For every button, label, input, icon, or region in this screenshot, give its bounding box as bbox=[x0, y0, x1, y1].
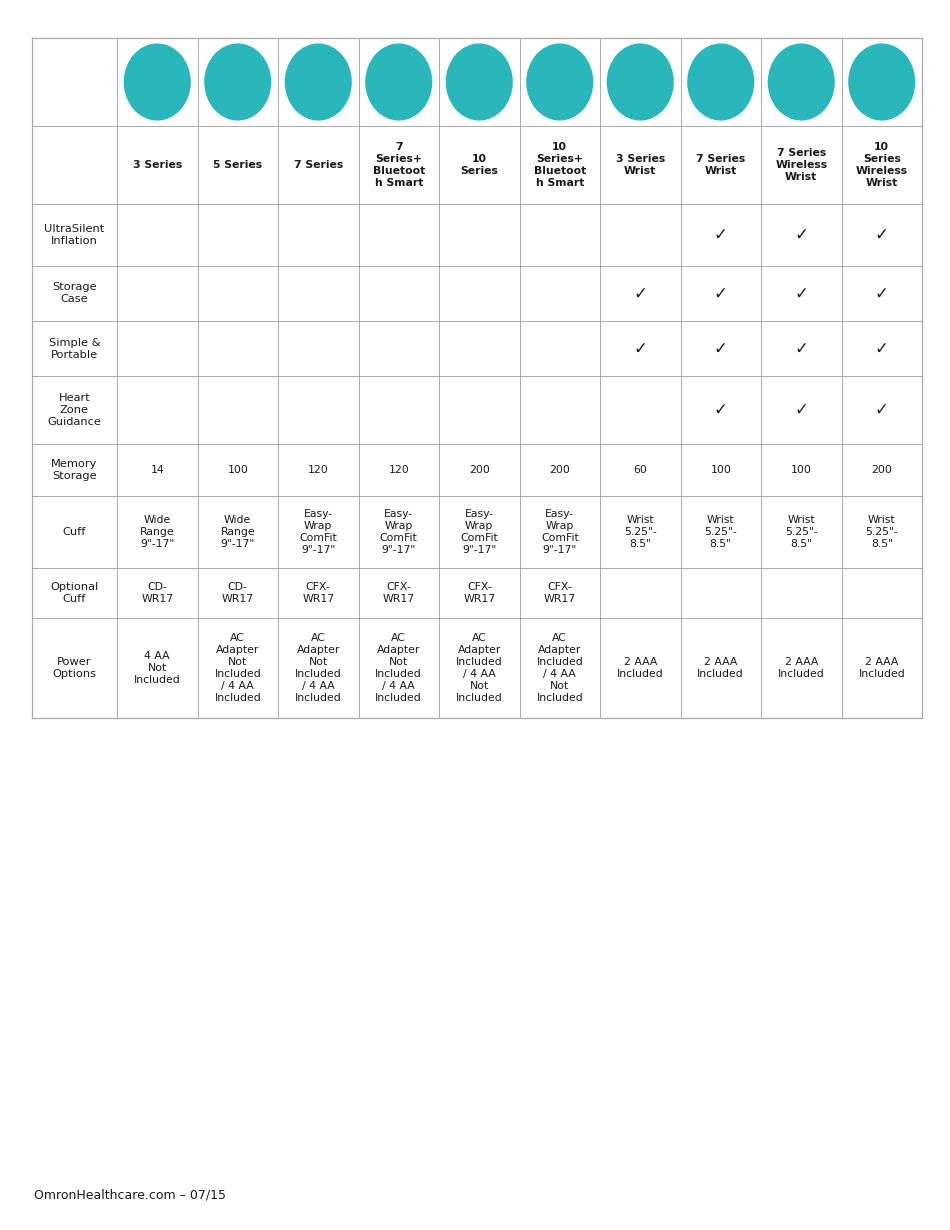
Text: Simple &
Portable: Simple & Portable bbox=[48, 337, 101, 359]
Text: OmronHealthcare.com – 07/15: OmronHealthcare.com – 07/15 bbox=[34, 1188, 226, 1202]
Text: 10
Series
Wireless
Wrist: 10 Series Wireless Wrist bbox=[856, 141, 908, 188]
Text: ✓: ✓ bbox=[634, 339, 647, 358]
Text: 7 Series
Wireless
Wrist: 7 Series Wireless Wrist bbox=[775, 148, 827, 182]
Text: Easy-
Wrap
ComFit
9"-17": Easy- Wrap ComFit 9"-17" bbox=[380, 509, 418, 555]
Text: Power
Options: Power Options bbox=[52, 657, 97, 679]
Text: Wide
Range
9"-17": Wide Range 9"-17" bbox=[140, 515, 175, 549]
Text: Cuff: Cuff bbox=[63, 526, 86, 538]
Text: 4 AA
Not
Included: 4 AA Not Included bbox=[134, 651, 180, 685]
Text: ✓: ✓ bbox=[713, 401, 728, 419]
Text: AC
Adapter
Included
/ 4 AA
Not
Included: AC Adapter Included / 4 AA Not Included bbox=[456, 633, 503, 704]
Text: UltraSilent
Inflation: UltraSilent Inflation bbox=[45, 224, 104, 246]
Text: 2 AAA
Included: 2 AAA Included bbox=[778, 657, 825, 679]
Text: ✓: ✓ bbox=[794, 226, 808, 244]
Ellipse shape bbox=[123, 42, 192, 122]
Text: Wrist
5.25"-
8.5": Wrist 5.25"- 8.5" bbox=[785, 515, 818, 549]
Text: 100: 100 bbox=[227, 465, 248, 475]
Text: 200: 200 bbox=[468, 465, 489, 475]
Text: 2 AAA
Included: 2 AAA Included bbox=[859, 657, 905, 679]
Ellipse shape bbox=[847, 42, 917, 122]
Text: 5 Series: 5 Series bbox=[213, 160, 262, 170]
Text: ✓: ✓ bbox=[875, 226, 888, 244]
Text: ✓: ✓ bbox=[794, 339, 808, 358]
Text: CFX-
WR17: CFX- WR17 bbox=[383, 582, 415, 604]
Text: ✓: ✓ bbox=[634, 284, 647, 303]
Text: ✓: ✓ bbox=[875, 339, 888, 358]
Text: 120: 120 bbox=[308, 465, 329, 475]
Ellipse shape bbox=[686, 42, 755, 122]
Text: CD-
WR17: CD- WR17 bbox=[142, 582, 173, 604]
Text: CFX-
WR17: CFX- WR17 bbox=[543, 582, 576, 604]
Text: ✓: ✓ bbox=[713, 284, 728, 303]
Ellipse shape bbox=[203, 42, 273, 122]
Text: Storage
Case: Storage Case bbox=[52, 283, 97, 305]
Ellipse shape bbox=[364, 42, 433, 122]
Text: ✓: ✓ bbox=[794, 284, 808, 303]
Text: Wrist
5.25"-
8.5": Wrist 5.25"- 8.5" bbox=[624, 515, 656, 549]
Text: ✓: ✓ bbox=[875, 284, 888, 303]
Text: 120: 120 bbox=[389, 465, 409, 475]
Text: 100: 100 bbox=[790, 465, 811, 475]
Text: ✓: ✓ bbox=[713, 226, 728, 244]
Text: CFX-
WR17: CFX- WR17 bbox=[464, 582, 495, 604]
Text: Easy-
Wrap
ComFit
9"-17": Easy- Wrap ComFit 9"-17" bbox=[541, 509, 579, 555]
Text: Wide
Range
9"-17": Wide Range 9"-17" bbox=[220, 515, 255, 549]
Text: 2 AAA
Included: 2 AAA Included bbox=[617, 657, 664, 679]
Text: AC
Adapter
Not
Included
/ 4 AA
Included: AC Adapter Not Included / 4 AA Included bbox=[215, 633, 261, 704]
Ellipse shape bbox=[284, 42, 352, 122]
Text: CFX-
WR17: CFX- WR17 bbox=[302, 582, 334, 604]
Text: Easy-
Wrap
ComFit
9"-17": Easy- Wrap ComFit 9"-17" bbox=[461, 509, 498, 555]
Text: ✓: ✓ bbox=[713, 339, 728, 358]
Ellipse shape bbox=[767, 42, 836, 122]
Text: Wrist
5.25"-
8.5": Wrist 5.25"- 8.5" bbox=[704, 515, 737, 549]
Text: 7
Series+
Bluetoot
h Smart: 7 Series+ Bluetoot h Smart bbox=[372, 141, 425, 188]
Text: Heart
Zone
Guidance: Heart Zone Guidance bbox=[48, 394, 102, 427]
Text: ✓: ✓ bbox=[794, 401, 808, 419]
Text: 60: 60 bbox=[634, 465, 647, 475]
Text: 10
Series: 10 Series bbox=[461, 154, 498, 176]
Text: Memory
Storage: Memory Storage bbox=[51, 459, 98, 481]
Text: 200: 200 bbox=[871, 465, 892, 475]
Text: 14: 14 bbox=[150, 465, 164, 475]
Text: AC
Adapter
Not
Included
/ 4 AA
Included: AC Adapter Not Included / 4 AA Included bbox=[375, 633, 422, 704]
Ellipse shape bbox=[606, 42, 674, 122]
Text: 200: 200 bbox=[549, 465, 570, 475]
Text: 2 AAA
Included: 2 AAA Included bbox=[697, 657, 744, 679]
Text: 100: 100 bbox=[711, 465, 732, 475]
Text: ✓: ✓ bbox=[875, 401, 888, 419]
Text: Easy-
Wrap
ComFit
9"-17": Easy- Wrap ComFit 9"-17" bbox=[299, 509, 337, 555]
Text: 7 Series: 7 Series bbox=[294, 160, 343, 170]
Text: 3 Series: 3 Series bbox=[133, 160, 181, 170]
Text: CD-
WR17: CD- WR17 bbox=[221, 582, 254, 604]
Text: 3 Series
Wrist: 3 Series Wrist bbox=[616, 154, 665, 176]
Text: Optional
Cuff: Optional Cuff bbox=[50, 582, 99, 604]
Text: AC
Adapter
Included
/ 4 AA
Not
Included: AC Adapter Included / 4 AA Not Included bbox=[537, 633, 583, 704]
Ellipse shape bbox=[445, 42, 514, 122]
Text: Wrist
5.25"-
8.5": Wrist 5.25"- 8.5" bbox=[865, 515, 898, 549]
Text: 7 Series
Wrist: 7 Series Wrist bbox=[696, 154, 746, 176]
Text: AC
Adapter
Not
Included
/ 4 AA
Included: AC Adapter Not Included / 4 AA Included bbox=[294, 633, 342, 704]
Text: 10
Series+
Bluetoot
h Smart: 10 Series+ Bluetoot h Smart bbox=[534, 141, 586, 188]
Ellipse shape bbox=[525, 42, 595, 122]
